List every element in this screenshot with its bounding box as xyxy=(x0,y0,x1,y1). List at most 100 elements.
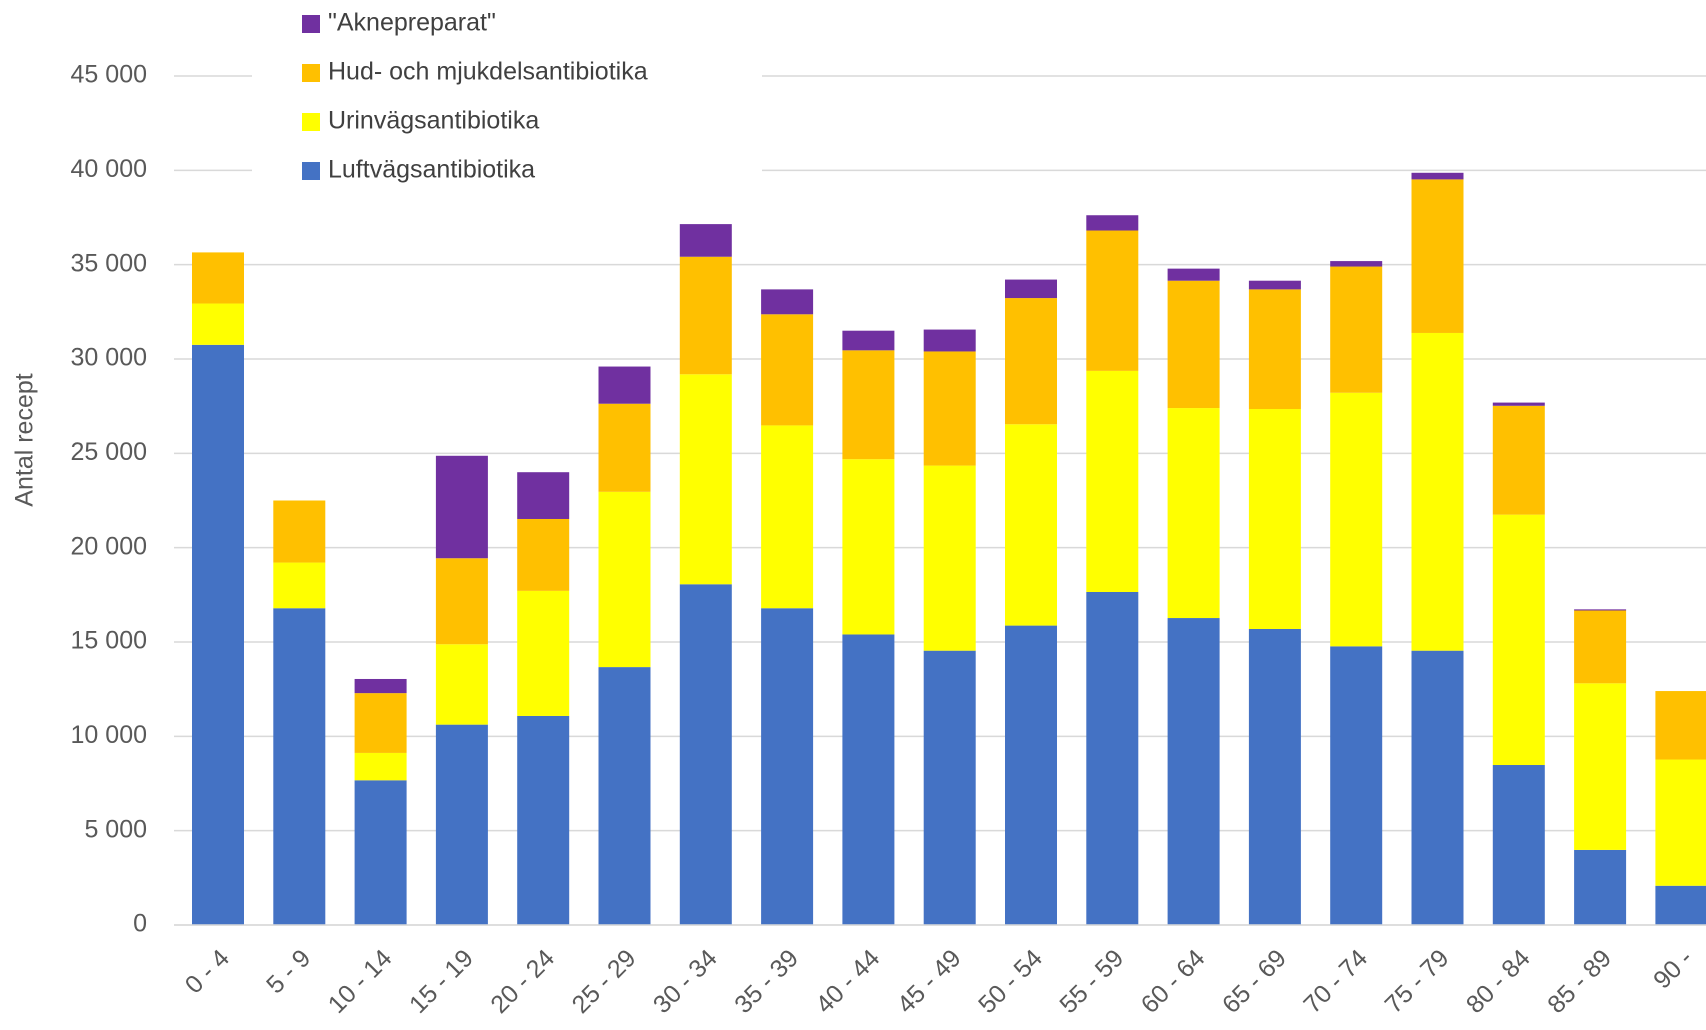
bar-segment xyxy=(273,562,326,609)
bar-segment xyxy=(1574,683,1627,850)
bar-segment xyxy=(354,780,407,925)
bar-segment xyxy=(354,693,407,753)
bar-segment xyxy=(1411,172,1464,180)
bar-segment xyxy=(679,584,732,925)
bar-segment xyxy=(192,344,244,926)
bar-segment xyxy=(923,329,976,352)
legend-label: Hud- och mjukdelsantibiotika xyxy=(328,58,648,86)
bar-segment xyxy=(923,650,976,925)
legend-background xyxy=(252,0,762,195)
bar-segment xyxy=(598,667,651,925)
bar-segment xyxy=(1411,179,1464,333)
bar-segment xyxy=(1655,885,1706,925)
bar-segment xyxy=(1005,424,1057,626)
bar-segment xyxy=(761,314,814,426)
bar-segment xyxy=(761,425,814,609)
x-tick-label: 75 - 79 xyxy=(1380,944,1455,1019)
bar-segment xyxy=(1574,609,1627,611)
x-tick-label: 35 - 39 xyxy=(729,944,804,1019)
x-tick-label: 55 - 59 xyxy=(1054,944,1129,1019)
bar-segment xyxy=(1086,592,1139,925)
x-tick-label: 5 - 9 xyxy=(261,944,316,999)
x-tick-label: 0 - 4 xyxy=(180,944,235,999)
bar-segment xyxy=(517,518,570,591)
x-tick-label: 85 - 89 xyxy=(1542,944,1617,1019)
y-tick-label: 0 xyxy=(133,910,147,938)
x-tick-label: 80 - 84 xyxy=(1461,944,1536,1019)
bar-segment xyxy=(679,374,732,585)
y-tick-label: 35 000 xyxy=(71,249,147,277)
bar-segment xyxy=(1330,266,1383,393)
bar-segment xyxy=(598,366,651,404)
legend-swatch xyxy=(302,113,320,131)
x-tick-label: 20 - 24 xyxy=(485,944,560,1019)
x-tick-label: 90 - xyxy=(1648,944,1698,994)
bar-segment xyxy=(1086,215,1139,231)
legend-label: Urinvägsantibiotika xyxy=(328,107,539,135)
x-tick-label: 40 - 44 xyxy=(810,944,885,1019)
bar-segment xyxy=(842,459,895,635)
bar-segment xyxy=(517,715,570,925)
bar-segment xyxy=(1492,514,1545,766)
bar-segment xyxy=(517,590,570,716)
legend: Luftvägsantibiotika Urinvägsantibiotika Hu… xyxy=(252,0,762,195)
bar-segment xyxy=(192,252,244,304)
x-tick-label: 45 - 49 xyxy=(892,944,967,1019)
bar-segment xyxy=(1655,691,1706,760)
bar-segment xyxy=(435,455,488,559)
bar-segment xyxy=(1086,370,1139,593)
legend-swatch xyxy=(302,15,320,33)
y-tick-label: 20 000 xyxy=(71,532,147,560)
x-tick-label: 10 - 14 xyxy=(323,944,398,1019)
y-tick-label: 40 000 xyxy=(71,155,147,183)
y-tick-label: 25 000 xyxy=(71,438,147,466)
y-tick-label: 15 000 xyxy=(71,627,147,655)
bar-segment xyxy=(842,634,895,925)
bar-segment xyxy=(842,330,895,351)
x-tick-label: 50 - 54 xyxy=(973,944,1048,1019)
bar-segment xyxy=(1167,618,1220,925)
bar-segment xyxy=(761,608,814,925)
bar-segment xyxy=(273,500,326,563)
bar-segment xyxy=(1492,402,1545,406)
x-tick-label: 25 - 29 xyxy=(567,944,642,1019)
x-tick-label: 60 - 64 xyxy=(1136,944,1211,1019)
bar-segment xyxy=(354,678,407,694)
x-tick-label: 65 - 69 xyxy=(1217,944,1292,1019)
bar-segment xyxy=(1167,268,1220,281)
legend-label: "Aknepreparat" xyxy=(328,9,496,37)
bar-segment xyxy=(679,224,732,257)
bar-segment xyxy=(1248,280,1301,290)
y-tick-label: 30 000 xyxy=(71,344,147,372)
bar-segment xyxy=(1005,279,1057,299)
bar-segment xyxy=(273,608,326,925)
bar-segment xyxy=(1167,408,1220,619)
bar-segment xyxy=(679,256,732,375)
bar-segment xyxy=(1411,650,1464,925)
bar-segment xyxy=(842,350,895,460)
bar-segment xyxy=(1330,646,1383,925)
bar-segment xyxy=(1248,408,1301,629)
bar-segment xyxy=(1492,765,1545,925)
bar-segment xyxy=(1492,405,1545,515)
legend-label: Luftvägsantibiotika xyxy=(328,156,535,184)
bar-segment xyxy=(761,289,814,315)
bar-segment xyxy=(435,724,488,925)
x-tick-label: 15 - 19 xyxy=(404,944,479,1019)
bar-segment xyxy=(1411,332,1464,651)
legend-swatch xyxy=(302,64,320,82)
bar-segment xyxy=(598,403,651,492)
bar-segment xyxy=(1330,261,1383,267)
bar-segment xyxy=(1005,298,1057,425)
bar-segment xyxy=(1248,628,1301,925)
legend-swatch xyxy=(302,162,320,180)
bar-segment xyxy=(598,491,651,668)
y-axis-label: Antal recept xyxy=(11,373,39,506)
bar-segment xyxy=(1574,610,1627,684)
bar-segment xyxy=(1167,280,1220,409)
y-tick-label: 45 000 xyxy=(71,61,147,89)
bar-segment xyxy=(1086,230,1139,371)
bar-segment xyxy=(435,558,488,645)
